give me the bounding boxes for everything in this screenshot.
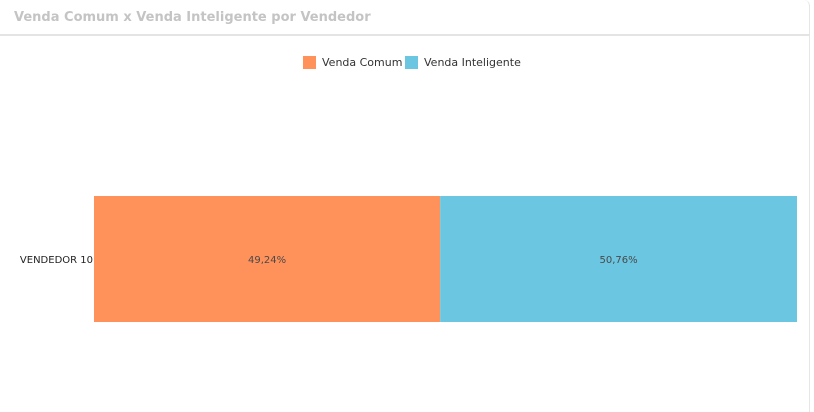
data-label-venda-comum: 49,24%: [248, 255, 286, 266]
legend-swatch-venda-inteligente: [405, 55, 418, 69]
bar-chart: VENDEDOR 10 49,24% 50,76%: [20, 196, 797, 322]
legend-label-venda-comum: Venda Comum: [322, 55, 403, 69]
bar-segment-venda-comum[interactable]: [94, 196, 441, 322]
legend-label-venda-inteligente: Venda Inteligente: [424, 55, 521, 69]
chart-legend: Venda Comum Venda Inteligente: [0, 53, 810, 71]
category-label: VENDEDOR 10: [20, 255, 93, 266]
bar-segment-venda-inteligente[interactable]: [440, 196, 797, 322]
panel-header: Venda Comum x Venda Inteligente por Vend…: [0, 0, 810, 36]
panel-title: Venda Comum x Venda Inteligente por Vend…: [14, 10, 371, 25]
legend-item-venda-inteligente[interactable]: Venda Inteligente: [405, 53, 521, 71]
legend-swatch-venda-comum: [303, 55, 316, 69]
legend-item-venda-comum[interactable]: Venda Comum: [303, 53, 402, 71]
data-label-venda-inteligente: 50,76%: [600, 255, 638, 266]
